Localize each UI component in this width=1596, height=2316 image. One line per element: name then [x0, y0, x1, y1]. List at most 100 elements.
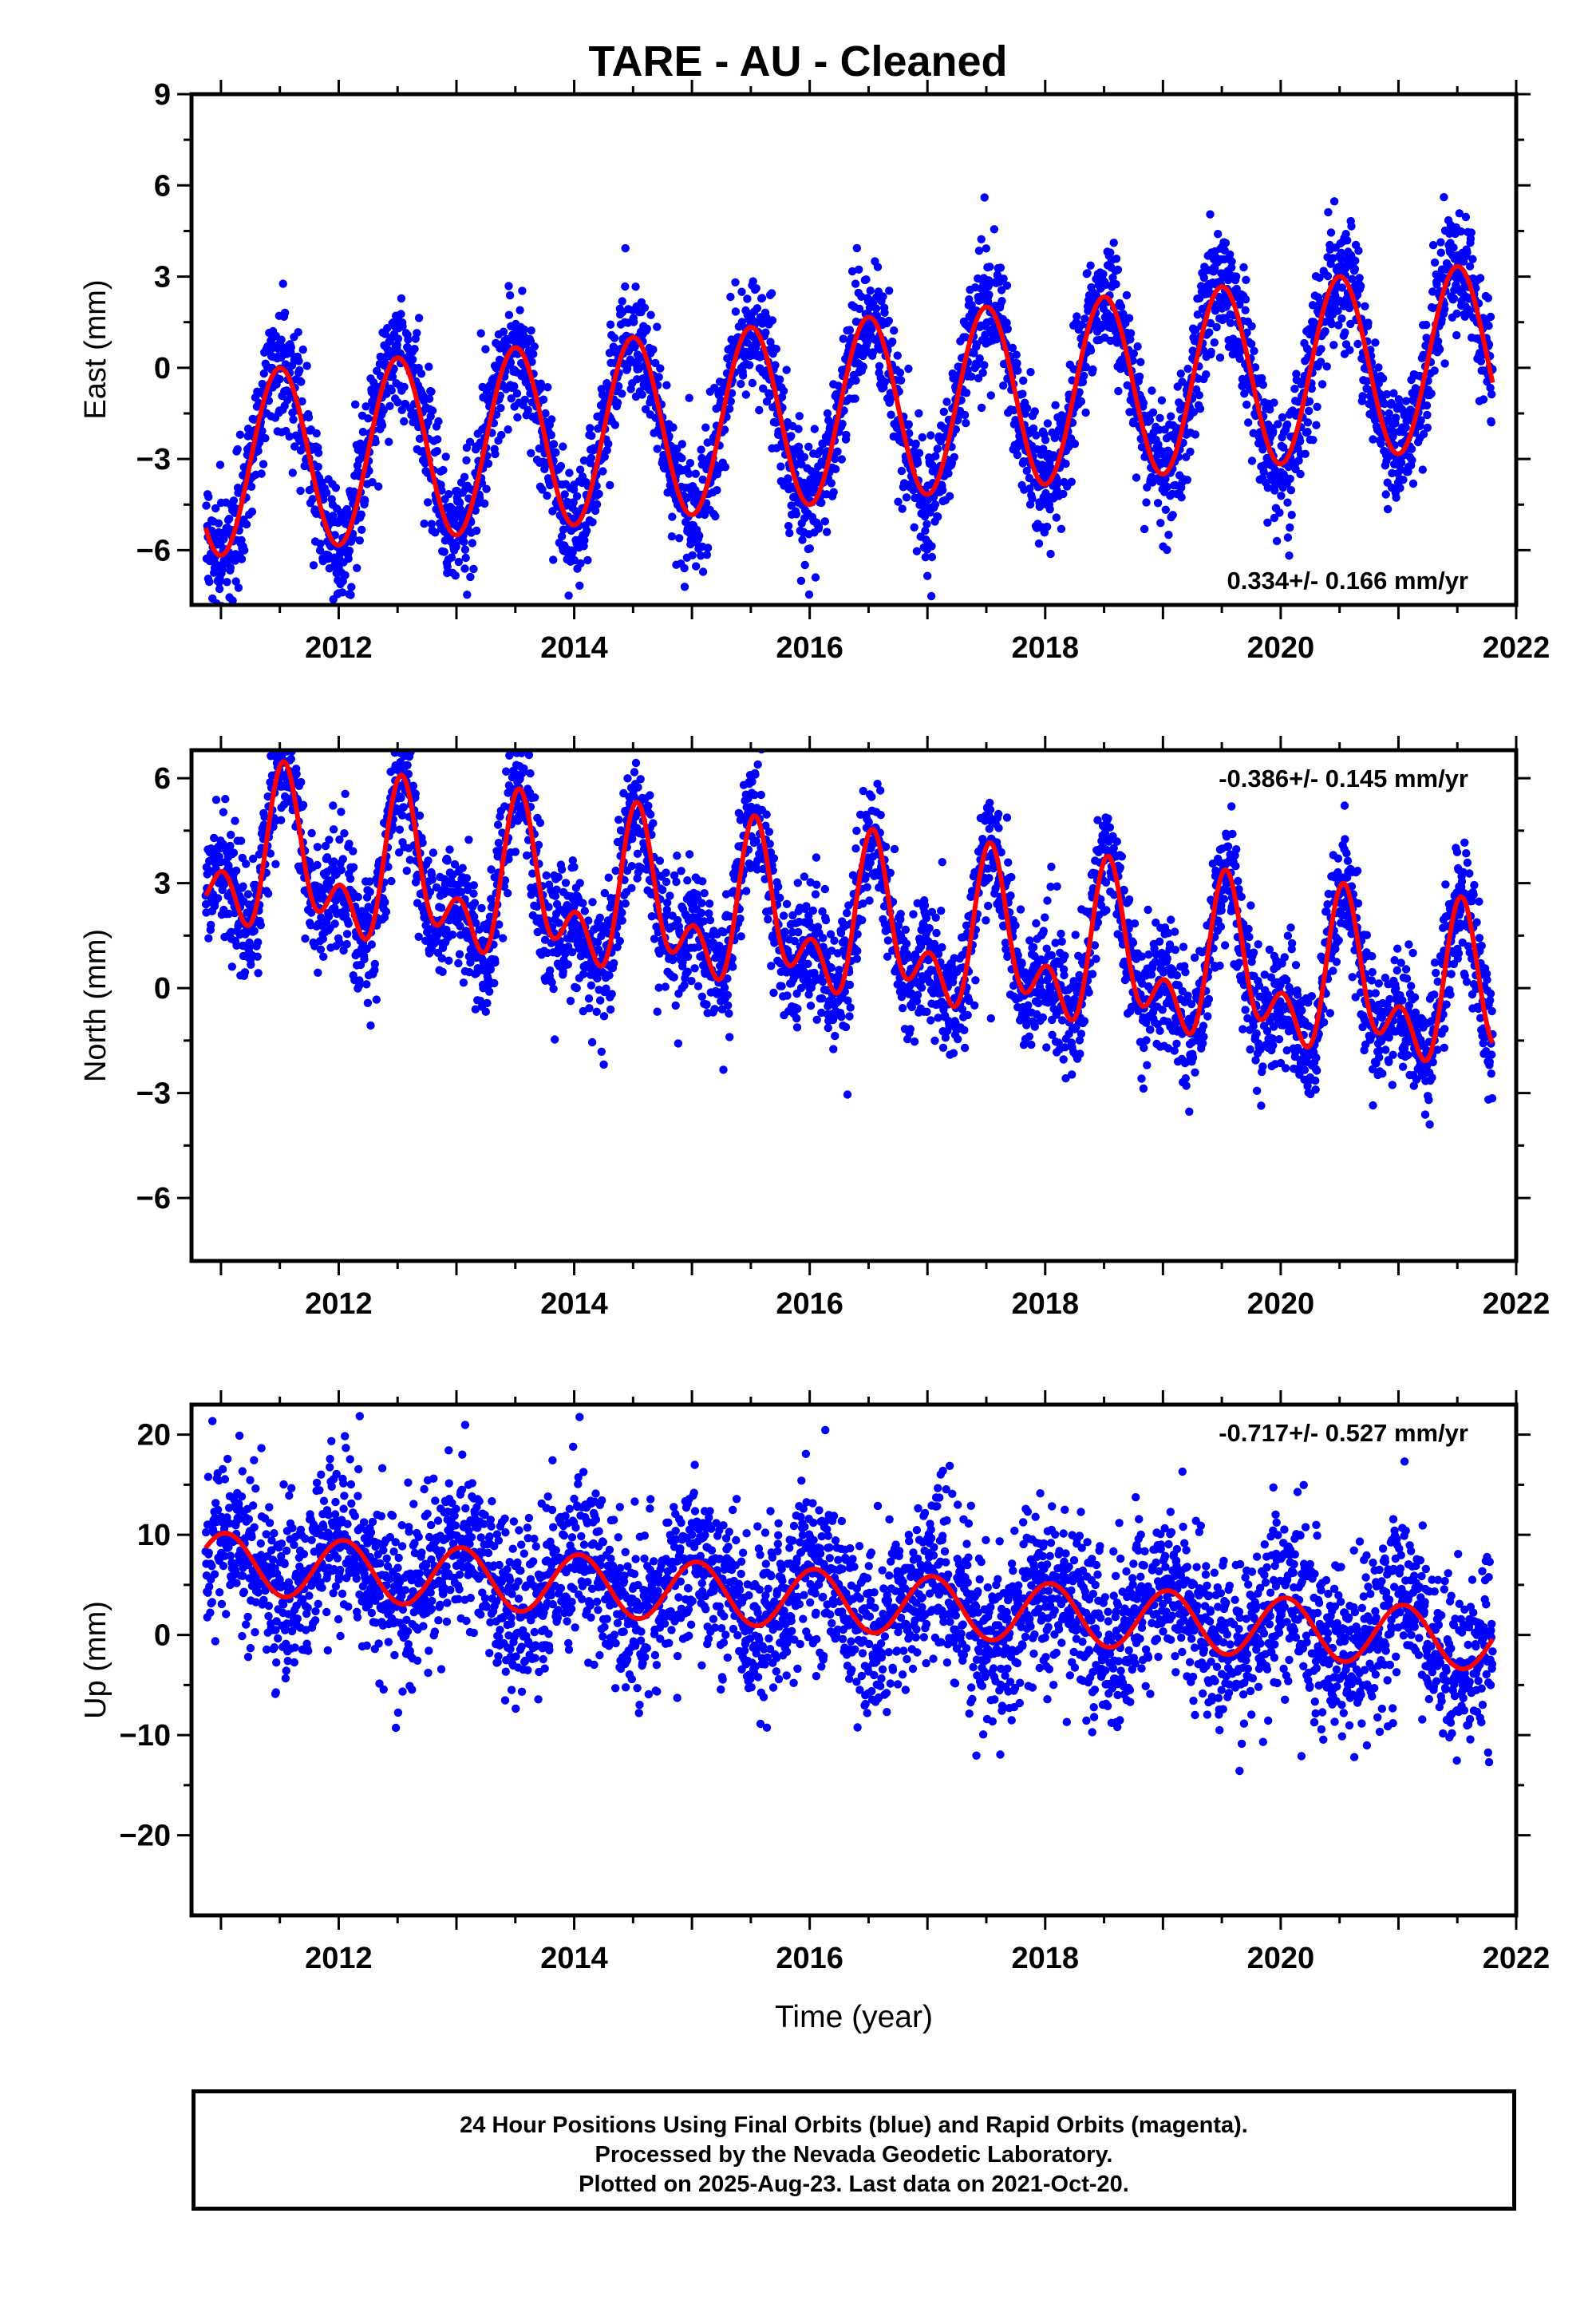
- data-point: [1013, 366, 1022, 375]
- data-point: [1112, 255, 1121, 263]
- data-point: [1286, 486, 1296, 495]
- data-point: [1452, 330, 1461, 340]
- data-point: [1418, 465, 1428, 474]
- data-point: [985, 290, 994, 299]
- data-point: [483, 998, 492, 1008]
- data-point: [1167, 412, 1175, 421]
- data-point: [551, 448, 560, 457]
- data-point: [942, 397, 951, 406]
- data-point: [1337, 314, 1346, 323]
- data-point: [1215, 353, 1225, 362]
- data-point: [1487, 389, 1496, 399]
- data-point: [618, 916, 626, 925]
- data-point: [371, 437, 380, 447]
- data-point: [366, 1021, 375, 1030]
- data-point: [831, 454, 839, 464]
- data-point: [767, 289, 776, 298]
- data-point: [516, 306, 524, 314]
- data-point: [923, 571, 932, 580]
- data-point: [1301, 449, 1310, 458]
- data-point: [493, 820, 503, 829]
- data-point: [615, 936, 624, 946]
- data-point: [490, 978, 499, 988]
- data-point: [1039, 445, 1048, 453]
- data-point: [565, 468, 574, 477]
- data-point: [298, 345, 307, 354]
- data-point: [227, 962, 236, 971]
- data-point: [711, 512, 720, 521]
- data-point: [852, 243, 862, 253]
- data-point: [1161, 505, 1171, 514]
- data-point: [1381, 490, 1390, 499]
- data-point: [1191, 430, 1200, 439]
- data-point: [349, 534, 358, 543]
- data-point: [279, 279, 287, 288]
- data-point: [1408, 456, 1416, 464]
- data-point: [586, 424, 595, 433]
- data-point: [361, 402, 370, 411]
- data-point: [1317, 345, 1325, 354]
- data-point: [863, 338, 871, 347]
- data-point: [258, 426, 267, 436]
- data-point: [325, 836, 334, 844]
- data-point: [285, 432, 294, 441]
- data-point: [1317, 380, 1327, 389]
- data-point: [1227, 257, 1236, 266]
- data-point: [888, 337, 897, 346]
- data-point: [1045, 505, 1054, 514]
- data-point: [227, 830, 235, 840]
- data-point: [726, 292, 735, 302]
- data-point: [1296, 469, 1305, 479]
- data-point: [1002, 318, 1011, 327]
- data-point: [441, 453, 450, 461]
- data-point: [986, 391, 996, 400]
- data-point: [341, 789, 350, 798]
- data-point: [484, 459, 493, 468]
- data-point: [301, 934, 310, 943]
- data-point: [1073, 312, 1081, 321]
- data-point: [977, 403, 986, 413]
- data-point: [399, 803, 408, 812]
- data-point: [785, 528, 794, 538]
- data-point: [575, 581, 584, 590]
- data-point: [491, 449, 500, 459]
- data-point: [1210, 338, 1219, 347]
- data-point: [1070, 440, 1080, 449]
- data-point: [424, 856, 433, 865]
- data-point: [962, 389, 971, 397]
- data-point: [804, 590, 814, 599]
- data-point: [782, 366, 791, 374]
- data-point: [697, 551, 705, 560]
- data-point: [618, 297, 626, 306]
- data-point: [890, 326, 899, 335]
- data-point: [950, 453, 959, 461]
- data-point: [254, 938, 263, 947]
- data-point: [731, 307, 741, 316]
- data-point: [1428, 241, 1438, 250]
- data-point: [1274, 420, 1282, 429]
- data-point: [469, 881, 478, 890]
- data-point: [288, 468, 297, 477]
- data-point: [240, 968, 250, 977]
- data-point: [614, 381, 623, 391]
- data-point: [263, 889, 273, 898]
- data-point: [749, 277, 757, 286]
- data-point: [414, 314, 424, 322]
- data-point: [691, 469, 700, 478]
- data-point: [255, 438, 264, 447]
- data-point: [237, 555, 247, 563]
- data-point: [423, 498, 433, 507]
- data-point: [605, 349, 614, 358]
- data-point: [1025, 484, 1034, 493]
- data-point: [973, 361, 982, 370]
- data-point: [295, 366, 304, 375]
- data-point: [703, 543, 713, 552]
- data-point: [894, 497, 903, 506]
- data-point: [1465, 262, 1475, 271]
- data-point: [999, 381, 1008, 390]
- data-point: [978, 368, 987, 377]
- data-point: [349, 847, 358, 856]
- data-point: [253, 952, 262, 961]
- data-point: [1277, 492, 1286, 500]
- data-point: [811, 573, 820, 582]
